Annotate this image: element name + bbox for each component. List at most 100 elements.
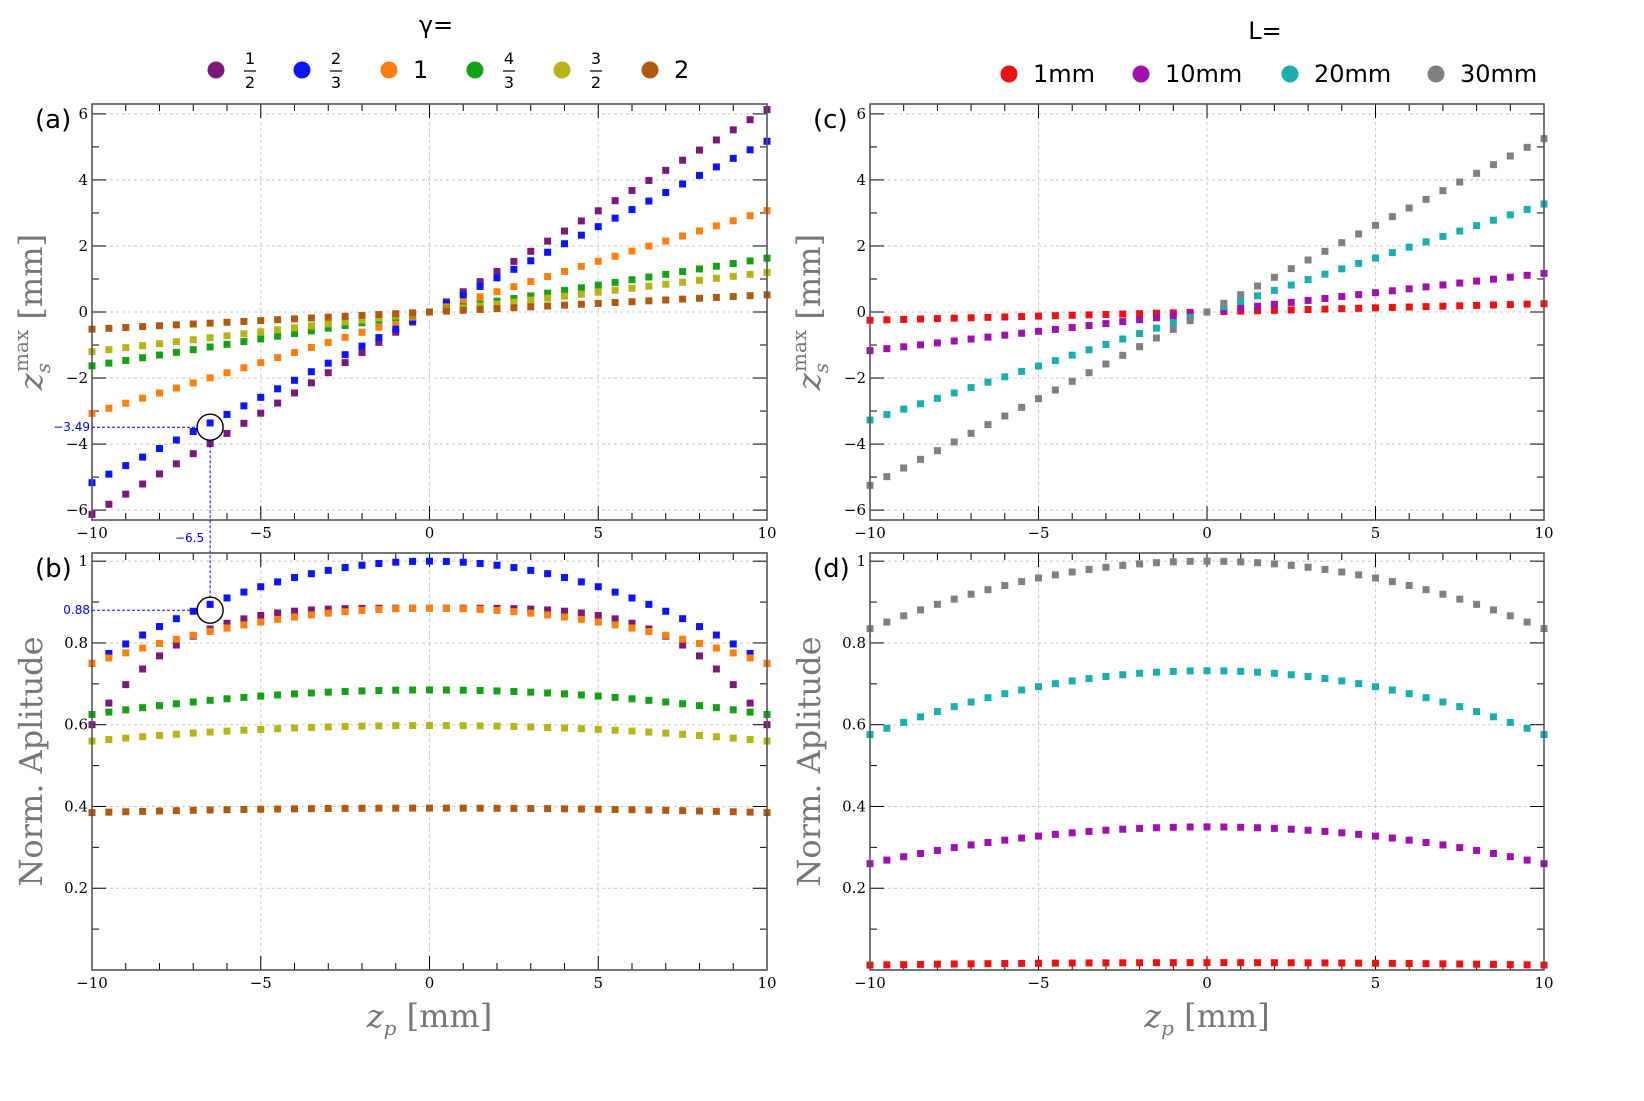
panel-label: (c) — [813, 105, 848, 135]
data-point — [409, 722, 417, 730]
data-point — [442, 804, 450, 812]
data-point — [645, 696, 653, 704]
legend-marker — [641, 61, 659, 79]
data-point — [1001, 331, 1009, 339]
data-point — [1051, 386, 1059, 394]
data-point — [291, 376, 298, 384]
data-point — [240, 621, 248, 629]
data-point — [409, 686, 417, 694]
data-point — [223, 332, 231, 340]
data-point — [1473, 277, 1481, 285]
data-point — [392, 310, 400, 318]
data-point — [1287, 671, 1295, 679]
data-point — [984, 378, 992, 386]
data-point — [206, 343, 214, 351]
data-point — [1035, 574, 1042, 582]
data-point — [122, 462, 130, 470]
data-point — [1489, 161, 1497, 169]
data-point — [307, 689, 315, 697]
data-point — [900, 315, 908, 323]
data-point — [1169, 325, 1177, 333]
data-point — [291, 330, 298, 338]
data-point — [1237, 959, 1245, 967]
data-point — [291, 613, 298, 621]
data-point — [358, 311, 366, 319]
data-point — [341, 608, 349, 616]
x-tick-label: 0 — [425, 974, 435, 992]
data-point — [679, 730, 687, 738]
data-point — [392, 605, 400, 613]
data-point — [172, 635, 180, 643]
data-point — [1018, 329, 1026, 337]
data-point — [527, 688, 535, 696]
data-point — [1119, 351, 1127, 359]
data-point — [139, 807, 147, 815]
data-point — [493, 288, 501, 296]
data-point — [1287, 959, 1295, 967]
data-point — [257, 335, 265, 343]
data-point — [156, 702, 163, 710]
data-point — [1338, 239, 1346, 247]
data-point — [291, 690, 298, 698]
data-point — [1102, 340, 1110, 348]
data-point — [933, 447, 941, 455]
data-point — [1405, 285, 1413, 293]
data-point — [1035, 312, 1042, 320]
data-point — [561, 805, 568, 813]
data-point — [223, 594, 231, 602]
data-point — [1405, 303, 1413, 311]
data-point — [594, 281, 602, 289]
data-point — [324, 320, 332, 328]
data-point — [883, 724, 891, 732]
data-point — [510, 304, 518, 312]
data-point — [223, 429, 231, 437]
data-point — [1169, 959, 1177, 967]
data-point — [900, 718, 908, 726]
data-point — [1136, 343, 1144, 351]
data-point — [1456, 844, 1464, 852]
data-point — [1287, 825, 1295, 833]
data-point — [1489, 216, 1497, 224]
data-point — [510, 265, 518, 273]
data-point — [1254, 668, 1262, 676]
annotation-circle — [196, 413, 224, 441]
x-axis-title: zp [mm] — [1143, 997, 1270, 1040]
data-point — [645, 628, 653, 636]
legend-marker — [293, 61, 311, 79]
data-point — [1523, 856, 1531, 864]
data-point — [662, 237, 670, 245]
legend-marker — [553, 61, 571, 79]
data-point — [1186, 557, 1194, 565]
data-point — [375, 323, 383, 331]
data-point — [544, 606, 552, 614]
data-point — [1254, 282, 1262, 290]
data-point — [1439, 281, 1447, 289]
data-point — [561, 240, 568, 248]
y-tick-label: 4 — [78, 171, 88, 189]
data-point — [189, 427, 197, 435]
legend-marker — [380, 61, 398, 79]
data-point — [442, 722, 450, 730]
data-point — [156, 322, 163, 330]
data-point — [291, 315, 298, 323]
data-point — [223, 410, 231, 418]
data-point — [1338, 959, 1346, 967]
panel-label: (d) — [813, 554, 850, 584]
data-point — [1102, 826, 1110, 834]
data-point — [476, 282, 484, 290]
data-point — [561, 301, 568, 309]
legend-frac-num: 1 — [245, 49, 255, 68]
data-point — [1287, 561, 1295, 569]
data-point — [712, 274, 720, 282]
data-point — [189, 379, 197, 387]
data-point — [1422, 694, 1430, 702]
data-point — [594, 692, 602, 700]
data-point — [341, 321, 349, 329]
data-point — [1035, 959, 1042, 967]
data-point — [493, 300, 501, 308]
data-point — [984, 586, 992, 594]
data-point — [476, 804, 484, 812]
data-point — [122, 344, 130, 352]
data-point — [442, 686, 450, 694]
data-point — [1439, 232, 1447, 240]
